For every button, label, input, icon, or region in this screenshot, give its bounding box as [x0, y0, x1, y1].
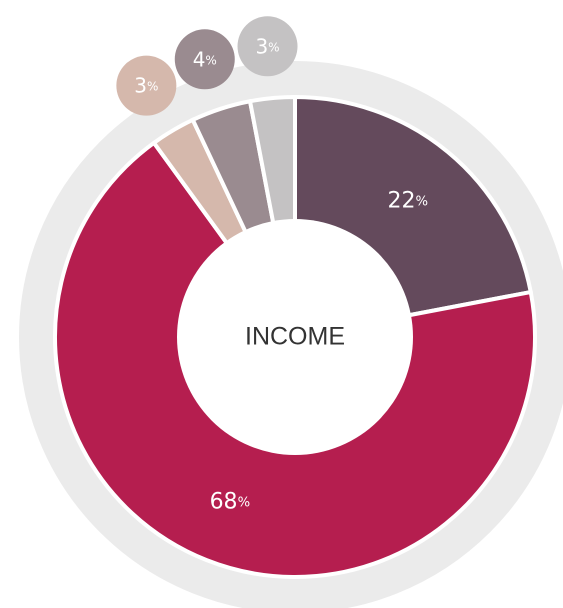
label-bubble [174, 29, 235, 90]
background-ring [19, 61, 563, 608]
value-label: 22% [388, 189, 429, 214]
value-label: 3% [255, 34, 279, 58]
value-label: 68% [210, 490, 251, 515]
value-label: 3% [134, 73, 158, 97]
value-label: 4% [193, 47, 217, 71]
donut-hole [177, 219, 413, 455]
label-bubble [237, 16, 298, 77]
center-title: INCOME [245, 323, 345, 351]
label-bubble [116, 55, 177, 116]
